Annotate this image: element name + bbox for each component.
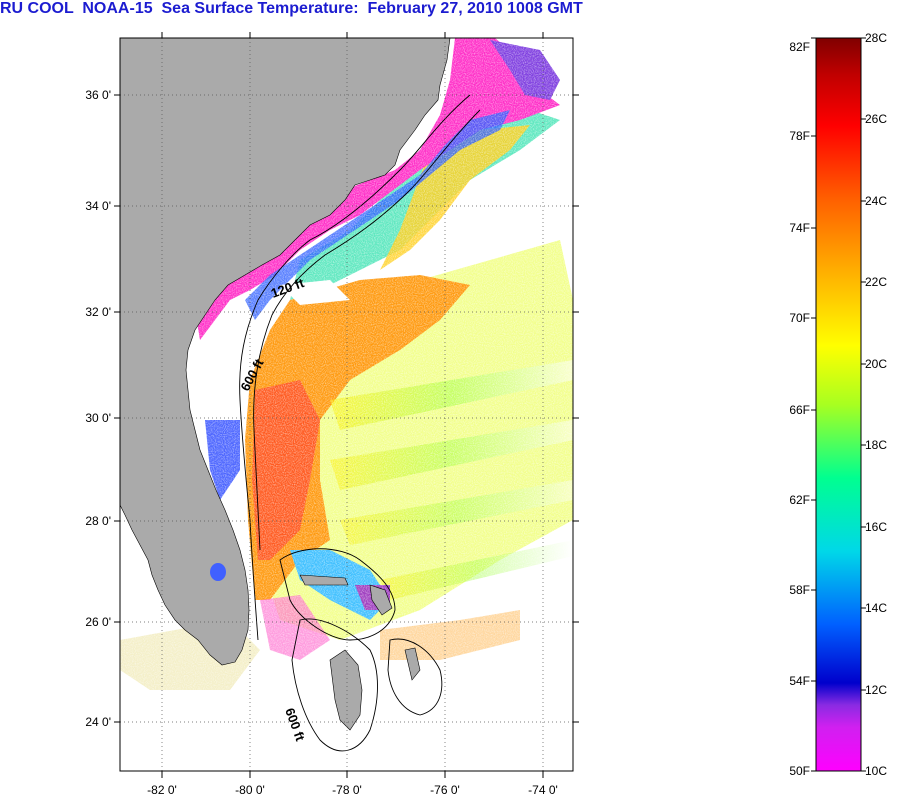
lat-tick-label-32: 32 0' [85, 305, 111, 319]
lat-tick-label-28: 28 0' [85, 514, 111, 528]
lon-tick-label-78: -78 0' [332, 783, 362, 797]
lon-tick-label-74: -74 0' [528, 783, 558, 797]
lake-okeechobee [210, 563, 226, 581]
land-mainland [120, 38, 451, 666]
land-bahamas-eleuthera [404, 647, 421, 681]
axis-ticks [114, 32, 579, 778]
chart-title: RU COOL NOAA-15 Sea Surface Temperature:… [0, 0, 583, 17]
land-bahamas-grand [299, 574, 349, 586]
lon-tick-label-82: -82 0' [147, 783, 177, 797]
land-bahamas-abaco [369, 584, 393, 616]
lat-tick-label-36: 36 0' [85, 88, 111, 102]
bathymetry-contours [239, 94, 481, 752]
lon-tick-label-76: -76 0' [430, 783, 460, 797]
lat-tick-label-24: 24 0' [85, 715, 111, 729]
lat-tick-label-34: 34 0' [85, 199, 111, 213]
land-bahamas-andros [329, 649, 363, 731]
lat-tick-label-30: 30 0' [85, 411, 111, 425]
lon-tick-label-80: -80 0' [235, 783, 265, 797]
lat-tick-label-26: 26 0' [85, 615, 111, 629]
